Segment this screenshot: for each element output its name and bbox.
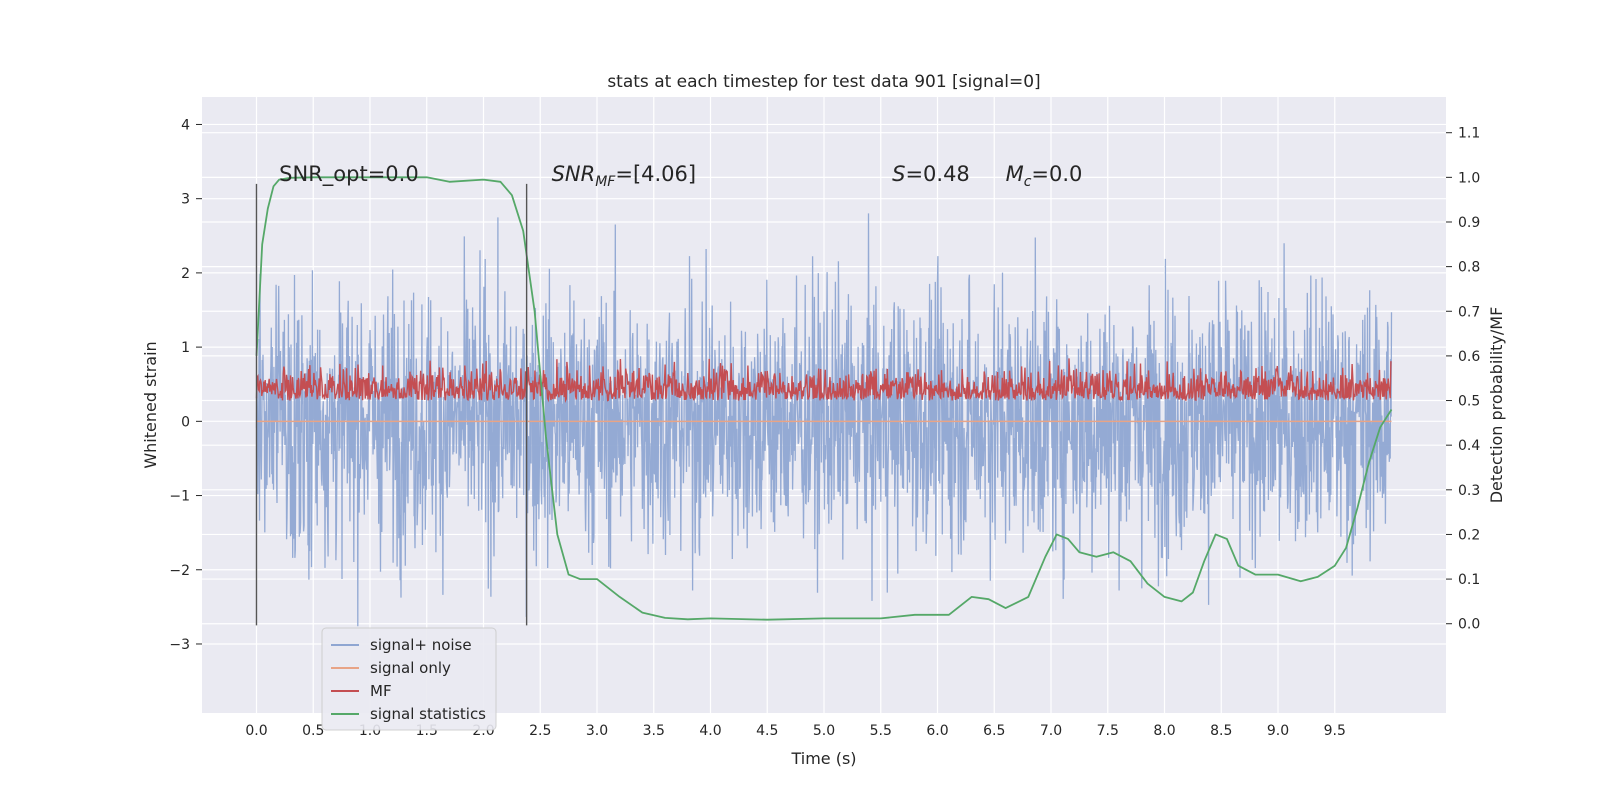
y-axis-ticks: −3 −2 −1 0 1 2 3 4 (169, 117, 202, 653)
y2-tick-label: 0.1 (1458, 572, 1480, 588)
x-tick-label: 5.5 (870, 723, 892, 739)
x-tick-label: 2.5 (529, 723, 551, 739)
vertical-markers (255, 183, 528, 626)
x-tick-label: 8.0 (1153, 723, 1175, 739)
y2-tick-label: 0.9 (1458, 215, 1480, 231)
y2-tick-label: 0.8 (1458, 260, 1480, 276)
x-tick-label: 6.5 (983, 723, 1005, 739)
x-tick-label: 0.5 (302, 723, 324, 739)
series-layer (255, 176, 1393, 627)
y2-tick-label: 1.0 (1458, 170, 1480, 186)
x-tick-label: 4.0 (699, 723, 721, 739)
annotation: S=0.48 (892, 162, 970, 186)
y2-axis-ticks: 0.0 0.1 0.2 0.3 0.4 0.5 0.6 0.7 0.8 0.9 1.0 1.1 (1446, 126, 1480, 633)
x-tick-label: 7.0 (1040, 723, 1062, 739)
y2-tick-label: 0.2 (1458, 527, 1480, 543)
y-axis-label: Whitened strain (141, 341, 160, 468)
y2-axis-label: Detection probability/MF (1487, 307, 1506, 504)
annotation: SNRMF=[4.06] (552, 162, 697, 190)
x-tick-label: 9.5 (1324, 723, 1346, 739)
x-tick-label: 4.5 (756, 723, 778, 739)
y-tick-label: 0 (181, 414, 190, 430)
y2-tick-label: 0.5 (1458, 394, 1480, 410)
x-tick-label: 7.5 (1097, 723, 1119, 739)
legend-label: signal+ noise (370, 636, 472, 654)
y-tick-label: −3 (169, 637, 190, 653)
y-tick-label: 1 (181, 340, 190, 356)
y2-tick-label: 0.3 (1458, 483, 1480, 499)
annotation: SNR_opt=0.0 (279, 162, 419, 187)
x-tick-label: 0.0 (245, 723, 267, 739)
y-tick-label: 3 (181, 192, 190, 208)
x-axis-label: Time (s) (790, 749, 856, 768)
annotations: SNR_opt=0.0 SNRMF=[4.06] S=0.48 Mc=0.0 (279, 162, 1082, 190)
y-tick-label: −2 (169, 563, 190, 579)
legend-label: signal only (370, 659, 451, 677)
y-tick-label: 2 (181, 266, 190, 282)
x-tick-label: 6.0 (926, 723, 948, 739)
x-tick-label: 5.0 (813, 723, 835, 739)
y2-tick-label: 0.7 (1458, 304, 1480, 320)
series-mf (255, 358, 1392, 404)
annotation: Mc=0.0 (1006, 162, 1083, 190)
y2-tick-label: 0.6 (1458, 349, 1480, 365)
x-tick-label: 8.5 (1210, 723, 1232, 739)
legend-label: MF (370, 682, 392, 700)
y-tick-label: 4 (181, 117, 190, 133)
y2-tick-label: 1.1 (1458, 126, 1480, 142)
y2-tick-label: 0.4 (1458, 438, 1480, 454)
legend: signal+ noise signal only MF signal statist… (321, 627, 497, 731)
chart-title: stats at each timestep for test data 901… (607, 72, 1040, 92)
x-tick-label: 3.0 (586, 723, 608, 739)
x-tick-label: 9.0 (1267, 723, 1289, 739)
x-tick-label: 3.5 (643, 723, 665, 739)
legend-box (321, 627, 497, 731)
y2-tick-label: 0.0 (1458, 617, 1480, 633)
legend-label: signal statistics (370, 705, 486, 723)
series-signal-statistics (255, 176, 1393, 621)
y-tick-label: −1 (169, 489, 190, 505)
